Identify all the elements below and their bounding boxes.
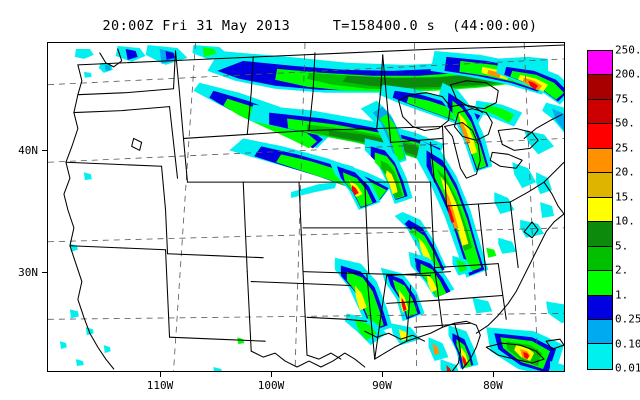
precip-mid-atlantic	[486, 202, 555, 258]
colorbar-tick-label: 5.	[615, 239, 629, 253]
map-boundaries	[63, 44, 564, 371]
figure-title: 20:00Z Fri 31 May 2013 T=158400.0 s (44:…	[102, 18, 538, 34]
colorbar-swatch	[588, 246, 612, 272]
colorbar-swatch	[588, 197, 612, 223]
y-axis-label-40n: 40N	[18, 144, 38, 157]
x-tick-100w	[271, 372, 272, 377]
precipitation-field	[59, 44, 564, 371]
colorbar-tick-label: 10.	[615, 214, 635, 228]
x-axis-label-100w: 100W	[257, 379, 285, 392]
y-tick-30n	[42, 272, 47, 273]
colorbar-tick-label: 20.	[615, 165, 635, 179]
colorbar-tick-label: 250.	[615, 43, 640, 57]
x-axis-label-80w: 80W	[483, 379, 503, 392]
x-tick-110w	[160, 372, 161, 377]
x-tick-80w	[493, 372, 494, 377]
x-axis-label-90w: 90W	[372, 379, 392, 392]
colorbar-swatch	[588, 148, 612, 174]
colorbar-tick-label: 25.	[615, 141, 635, 155]
y-tick-40n	[42, 150, 47, 151]
colorbar-tick-label: 50.	[615, 116, 635, 130]
colorbar-tick-label: 2.	[615, 263, 629, 277]
colorbar	[587, 50, 613, 370]
colorbar-swatch	[588, 344, 612, 369]
colorbar-swatch	[588, 271, 612, 296]
colorbar-tick-label: 0.25	[615, 312, 640, 326]
precip-southwest-scattered	[59, 172, 245, 371]
colorbar-swatch	[588, 295, 612, 320]
x-tick-90w	[382, 372, 383, 377]
colorbar-tick-label: 75.	[615, 92, 635, 106]
precip-appalachians	[408, 251, 473, 298]
map-plot-area	[47, 42, 565, 372]
colorbar-swatch	[588, 99, 612, 125]
colorbar-swatch	[588, 51, 612, 76]
colorbar-swatch	[588, 75, 612, 100]
precip-florida	[428, 325, 479, 371]
precip-northeast	[474, 60, 564, 214]
colorbar-swatch	[588, 124, 612, 149]
colorbar-swatch	[588, 222, 612, 247]
colorbar-tick-label: 15.	[615, 190, 635, 204]
colorbar-tick-label: 0.01	[615, 361, 640, 375]
colorbar-tick-label: 0.10	[615, 337, 640, 351]
colorbar-tick-label: 200.	[615, 67, 640, 81]
map-canvas	[48, 43, 564, 371]
x-axis-label-110w: 110W	[146, 379, 174, 392]
colorbar-tick-label: 1.	[615, 288, 629, 302]
precip-great-lakes	[360, 82, 493, 205]
colorbar-swatch	[588, 173, 612, 198]
colorbar-swatch	[588, 319, 612, 345]
y-axis-label-30n: 30N	[18, 266, 38, 279]
